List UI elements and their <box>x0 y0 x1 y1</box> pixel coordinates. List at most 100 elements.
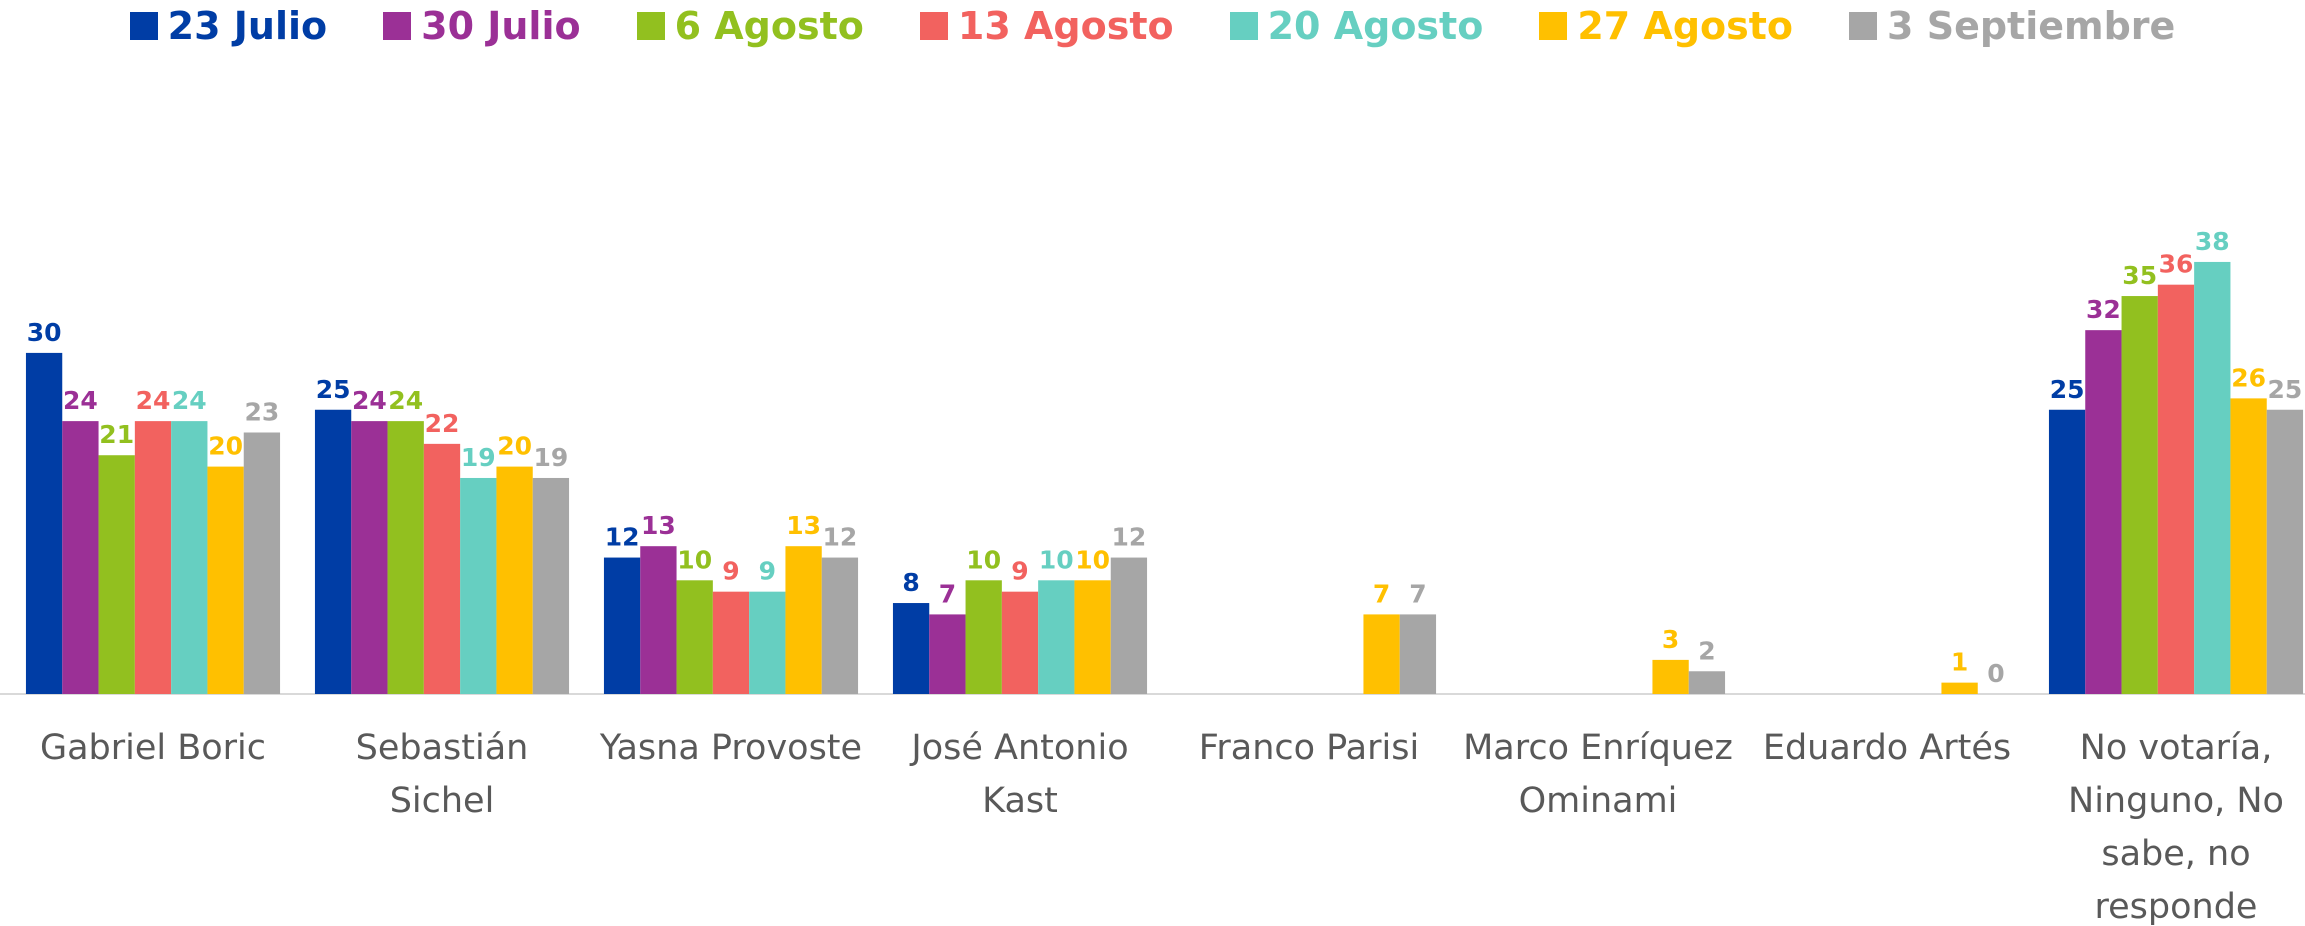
legend-item: 23 Julio <box>129 4 328 48</box>
bar <box>62 421 99 694</box>
data-label: 7 <box>939 579 956 608</box>
data-label: 19 <box>461 443 496 472</box>
data-label: 19 <box>534 443 569 472</box>
bar <box>1110 557 1148 694</box>
legend-item: 30 Julio <box>383 4 581 48</box>
data-label: 9 <box>722 557 739 586</box>
bar <box>2194 261 2231 694</box>
x-tick-label: José Antonio Kast <box>911 728 1129 821</box>
bar <box>207 466 244 694</box>
legend-label: 27 Agosto <box>1577 4 1794 48</box>
bar <box>712 591 750 694</box>
x-tick-label: Gabriel Boric <box>39 728 267 768</box>
legend-swatch <box>383 12 412 40</box>
data-label: 30 <box>27 318 62 347</box>
data-label: 3 <box>1662 625 1679 654</box>
bar <box>676 580 713 694</box>
data-label: 9 <box>1011 557 1028 586</box>
legend-swatch <box>1849 12 1878 40</box>
data-label: 23 <box>245 397 280 426</box>
bar <box>2266 409 2304 694</box>
bar <box>2048 409 2086 694</box>
bar <box>1688 671 1726 694</box>
bar <box>2085 330 2122 694</box>
data-label: 24 <box>63 386 98 415</box>
legend-swatch <box>919 12 948 40</box>
data-label: 35 <box>2122 261 2157 290</box>
data-label: 0 <box>1987 659 2004 688</box>
data-label: 7 <box>1409 579 1426 608</box>
data-label: 38 <box>2195 227 2230 256</box>
bar <box>496 466 533 694</box>
bar <box>2230 398 2267 694</box>
x-tick-label: Franco Parisi <box>1198 728 1420 768</box>
x-tick-label: Sebastián Sichel <box>355 728 529 821</box>
bar <box>603 557 641 694</box>
bar <box>460 477 497 694</box>
data-label: 20 <box>497 432 532 461</box>
legend-label: 20 Agosto <box>1267 4 1484 48</box>
bar <box>1363 614 1400 694</box>
bar <box>2121 296 2158 694</box>
legend-swatch <box>1539 12 1568 40</box>
bar <box>387 421 424 694</box>
legend-item: 3 Septiembre <box>1849 4 2175 48</box>
bar <box>965 580 1002 694</box>
data-label: 24 <box>136 386 171 415</box>
data-label: 12 <box>823 523 858 552</box>
legend-label: 30 Julio <box>421 4 581 48</box>
data-label: 12 <box>1112 523 1147 552</box>
data-label: 2 <box>1698 636 1715 665</box>
data-label: 25 <box>2268 375 2303 404</box>
bar <box>423 443 461 694</box>
data-label: 9 <box>759 557 776 586</box>
bar <box>821 557 859 694</box>
data-label: 22 <box>425 409 460 438</box>
x-tick-label: Eduardo Artés <box>1762 728 2012 768</box>
legend-item: 20 Agosto <box>1229 4 1484 48</box>
x-tick-label: No votaría, Ninguno, No sabe, no respond… <box>2068 728 2284 926</box>
bar <box>749 591 786 694</box>
bar <box>2157 284 2195 694</box>
legend-item: 27 Agosto <box>1539 4 1793 48</box>
data-label: 12 <box>605 523 640 552</box>
legend-label: 6 Agosto <box>674 4 864 48</box>
data-label: 26 <box>2231 363 2266 392</box>
data-label: 10 <box>1039 545 1074 574</box>
bar <box>171 421 208 694</box>
bar <box>929 614 966 694</box>
data-label: 25 <box>316 375 351 404</box>
data-label: 24 <box>172 386 207 415</box>
bar <box>134 421 172 694</box>
legend-label: 23 Julio <box>167 4 328 48</box>
legend-item: 6 Agosto <box>636 4 864 48</box>
legend-label: 3 Septiembre <box>1887 4 2176 48</box>
legend-swatch <box>636 12 665 40</box>
bar <box>1941 682 1978 694</box>
data-label: 13 <box>786 511 821 540</box>
legend-swatch <box>129 12 158 40</box>
bar <box>98 455 135 694</box>
x-tick-label: Marco Enríquez Ominami <box>1463 728 1733 821</box>
data-label: 20 <box>208 432 243 461</box>
bar <box>1038 580 1075 694</box>
bar <box>532 477 570 694</box>
data-label: 13 <box>641 511 676 540</box>
bar <box>314 409 352 694</box>
bar <box>243 432 281 694</box>
data-label: 25 <box>2050 375 2085 404</box>
data-label: 1 <box>1951 648 1968 677</box>
data-label: 36 <box>2159 250 2194 279</box>
legend-swatch <box>1229 12 1258 40</box>
bar <box>892 603 930 694</box>
data-label: 10 <box>677 545 712 574</box>
data-label: 8 <box>902 568 919 597</box>
data-label: 32 <box>2086 295 2121 324</box>
legend-label: 13 Agosto <box>957 4 1174 48</box>
legend-item: 13 Agosto <box>919 4 1174 48</box>
legend: 23 Julio 30 Julio 6 Agosto 13 Agosto 20 Agos… <box>0 4 2305 48</box>
data-label: 24 <box>352 386 387 415</box>
data-label: 10 <box>966 545 1001 574</box>
